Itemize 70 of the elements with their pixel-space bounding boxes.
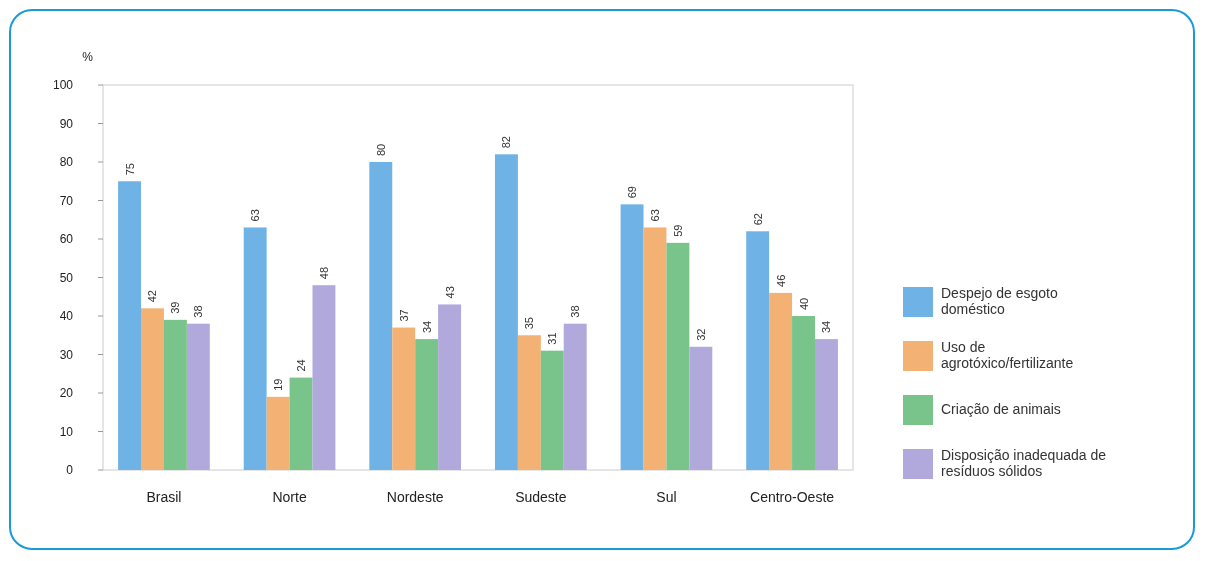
legend-label: Despejo de esgoto doméstico [941,285,1058,317]
bar [792,316,815,470]
data-label: 40 [797,297,810,310]
x-tick-label: Centro-Oeste [750,489,835,505]
data-label: 34 [820,320,833,334]
data-label: 46 [774,274,787,287]
y-tick-label: 10 [59,424,74,439]
bar [118,181,141,470]
x-tick-label: Norte [272,489,307,505]
bar [141,308,164,470]
bar [266,396,290,470]
bar [289,377,313,470]
bar [689,346,713,470]
legend-label: Criação de animais [941,401,1061,417]
bar [243,227,267,470]
data-label: 24 [295,359,308,372]
bar [186,323,210,470]
data-label: 63 [249,209,262,222]
y-tick-label: 100 [52,78,74,92]
data-label: 38 [192,305,205,318]
bar [540,350,564,470]
y-tick-label: 70 [59,193,74,208]
y-tick-label: 0 [66,463,74,477]
y-tick-label: 90 [59,116,74,131]
bar [415,339,439,470]
bar [438,304,462,470]
bar [312,285,336,470]
data-label: 48 [317,266,330,280]
data-label: 63 [648,209,661,222]
bar [517,335,541,470]
data-label: 75 [123,163,136,176]
bar [769,292,793,470]
data-label: 35 [523,317,536,330]
data-label: 42 [146,290,159,303]
y-axis-title: % [82,50,94,64]
bar [563,323,587,470]
data-label: 43 [443,286,456,299]
data-label: 69 [626,186,639,199]
x-tick-label: Brasil [146,489,182,505]
y-tick-label: 80 [59,155,74,169]
data-label: 37 [397,309,410,322]
data-label: 59 [671,224,684,237]
data-label: 31 [546,332,559,345]
legend-label: Disposição inadequada de resíduos sólidos [941,447,1107,479]
y-tick-label: 60 [59,232,74,246]
data-label: 38 [569,305,582,318]
bar [666,242,690,470]
x-tick-label: Sudeste [515,489,567,505]
y-tick-label: 30 [59,347,74,362]
data-label: 80 [374,143,387,156]
y-tick-label: 20 [59,386,74,400]
data-label: 62 [751,213,764,226]
y-tick-label: 40 [59,309,74,323]
x-tick-label: Sul [656,489,677,505]
data-label: 82 [500,136,513,149]
bar [392,327,416,470]
data-label: 19 [272,378,285,391]
bar [369,162,393,470]
data-label: 34 [420,320,433,334]
bar [746,231,770,470]
bar [620,204,644,470]
bar [163,319,187,470]
x-tick-label: Nordeste [386,489,444,505]
legend-label: Uso de agrotóxico/fertilizante [941,339,1074,371]
bar [494,154,518,470]
bar [643,227,667,470]
bar [815,339,838,470]
y-tick-label: 50 [59,270,74,285]
data-label: 39 [169,301,182,314]
data-label: 32 [694,328,707,341]
